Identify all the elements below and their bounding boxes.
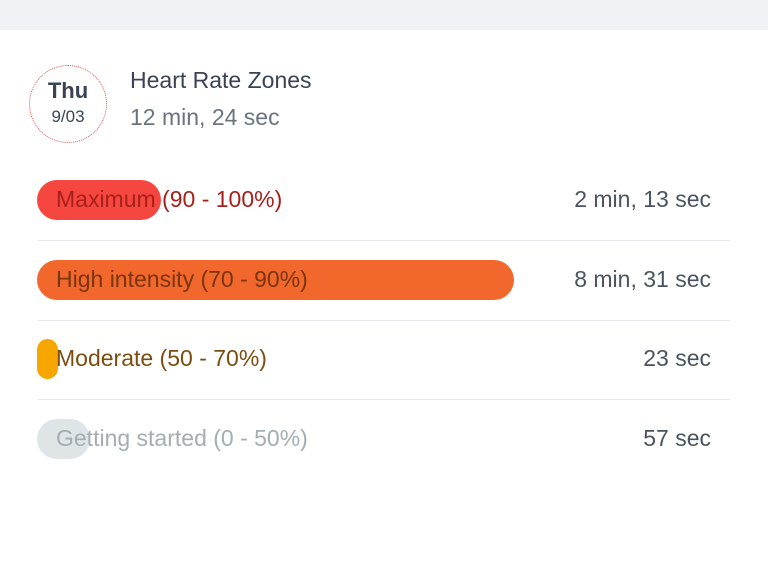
- zone-row: Maximum (90 - 100%) 2 min, 13 sec: [37, 160, 730, 241]
- zone-duration: 23 sec: [643, 345, 711, 371]
- title: Heart Rate Zones: [130, 67, 312, 93]
- zone-label: Maximum (90 - 100%): [56, 186, 283, 212]
- day: Thu: [47, 78, 89, 103]
- zone-duration: 8 min, 31 sec: [574, 265, 711, 292]
- date: 9/03: [51, 107, 85, 126]
- total-duration: 12 min, 24 sec: [130, 104, 280, 130]
- zone-bar: [37, 180, 162, 220]
- top-bar: [0, 0, 768, 30]
- zone-row: Moderate (50 - 70%) 23 sec: [37, 319, 730, 400]
- zone-row: Getting started (0 - 50%) 57 sec: [37, 399, 730, 479]
- zone-label: Moderate (50 - 70%): [56, 345, 267, 371]
- zone-duration: 2 min, 13 sec: [574, 186, 711, 212]
- zone-duration: 57 sec: [643, 424, 711, 451]
- zone-bar: [37, 418, 91, 459]
- zone-label: Getting started (0 - 50%): [56, 424, 308, 451]
- zone-bar: [37, 339, 59, 379]
- date-badge: Thu 9/03: [29, 65, 107, 143]
- zone-bar: [37, 259, 515, 300]
- zone-label: High intensity (70 - 90%): [56, 265, 308, 292]
- zone-row: High intensity (70 - 90%) 8 min, 31 sec: [37, 240, 730, 321]
